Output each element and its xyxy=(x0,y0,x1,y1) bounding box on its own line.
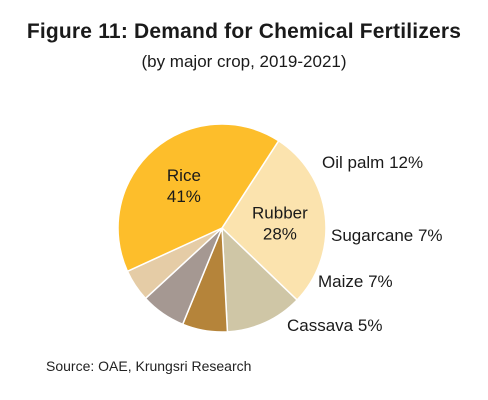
chart-title: Figure 11: Demand for Chemical Fertilize… xyxy=(26,20,462,43)
source-note: Source: OAE, Krungsri Research xyxy=(46,358,252,374)
pie-slice-oil-palm xyxy=(221,226,299,333)
slice-label-rubber: Rubber xyxy=(252,203,308,222)
slice-value-rubber: 28% xyxy=(263,224,297,243)
slice-value-rice: 41% xyxy=(167,187,201,206)
slice-label-rice: Rice xyxy=(167,166,201,185)
chart-subtitle: (by major crop, 2019-2021) xyxy=(141,52,347,71)
slice-label-cassava: Cassava 5% xyxy=(287,316,382,335)
pie-slice-rice xyxy=(117,123,280,273)
slice-label-oil-palm: Oil palm 12% xyxy=(322,153,423,172)
slice-label-sugarcane: Sugarcane 7% xyxy=(331,226,443,245)
slice-label-maize: Maize 7% xyxy=(318,272,393,291)
pie-slice-rubber xyxy=(221,139,327,302)
